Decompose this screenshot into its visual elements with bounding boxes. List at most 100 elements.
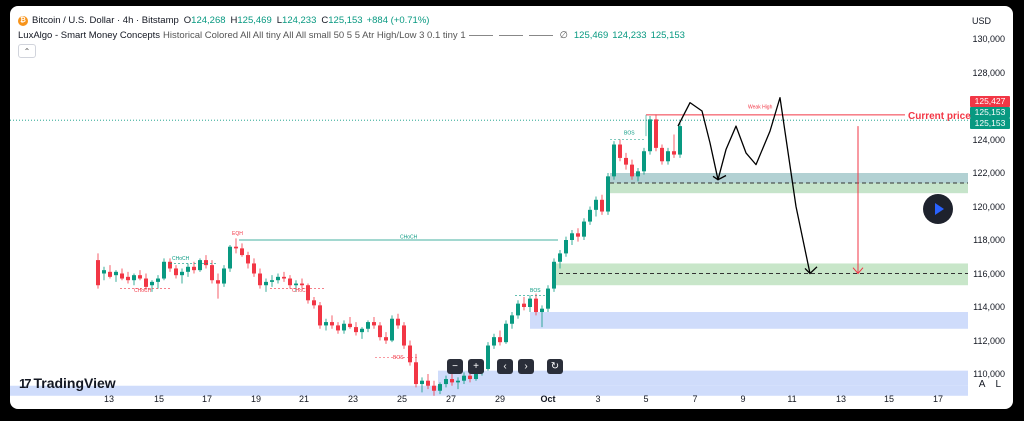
candle-body bbox=[510, 315, 514, 324]
time-axis-label: 15 bbox=[153, 394, 165, 404]
time-axis-label: 25 bbox=[396, 394, 408, 404]
structure-label: BOS bbox=[624, 130, 635, 136]
candle-body bbox=[654, 119, 658, 148]
price-axis-label: 122,000 bbox=[972, 168, 1005, 178]
candle-body bbox=[234, 246, 238, 249]
close-value: 125,153 bbox=[328, 15, 363, 26]
order-block-zone bbox=[438, 370, 968, 386]
low-value: 124,233 bbox=[282, 15, 317, 26]
candle-body bbox=[414, 362, 418, 385]
candle-body bbox=[594, 199, 598, 210]
collapse-legend-button[interactable]: ⌃ bbox=[18, 44, 36, 58]
structure-label: CHoCH bbox=[172, 256, 190, 262]
time-axis-label: 27 bbox=[445, 394, 457, 404]
auto-scale-toggle[interactable]: A bbox=[978, 379, 986, 390]
tradingview-logo[interactable]: 17 TradingView bbox=[19, 375, 116, 391]
candle-body bbox=[96, 260, 100, 286]
candle-body bbox=[660, 147, 664, 162]
time-axis-label: 7 bbox=[692, 394, 698, 404]
zoom-in-button[interactable]: + bbox=[468, 359, 484, 374]
candle-body bbox=[342, 323, 346, 331]
log-scale-toggle[interactable]: L bbox=[995, 379, 1001, 390]
play-icon bbox=[935, 203, 944, 215]
price-axis-label: 114,000 bbox=[973, 302, 1005, 312]
candle-body bbox=[228, 246, 232, 269]
arrow-head-icon bbox=[852, 267, 864, 275]
candle-body bbox=[198, 260, 202, 271]
candle-body bbox=[492, 337, 496, 346]
candle-body bbox=[636, 171, 640, 177]
candle-body bbox=[240, 248, 244, 256]
candle-body bbox=[270, 280, 274, 282]
line-style-icon bbox=[468, 35, 493, 36]
candle-body bbox=[468, 375, 472, 380]
candle-body bbox=[348, 323, 352, 328]
tradingview-wordmark: TradingView bbox=[33, 375, 116, 391]
candle-body bbox=[192, 266, 196, 271]
price-chart[interactable]: CHoCH CHoCH CHoCH CHoCH EQH BOS BOS BOS Weak Hig… bbox=[10, 6, 1013, 409]
candle-body bbox=[552, 261, 556, 289]
symbol-row: ₿ Bitcoin / U.S. Dollar · 4h · Bitstamp … bbox=[18, 13, 685, 28]
candle-body bbox=[126, 276, 130, 281]
price-tag-close: 125,153 bbox=[970, 118, 1010, 129]
candle-body bbox=[474, 372, 478, 380]
time-axis-label: 5 bbox=[643, 394, 649, 404]
candle-body bbox=[264, 281, 268, 286]
price-axis-label: 120,000 bbox=[972, 201, 1005, 212]
time-axis-label: 19 bbox=[250, 394, 262, 404]
time-axis-label: 13 bbox=[103, 394, 115, 404]
time-axis-label: 17 bbox=[932, 394, 944, 404]
indicator-params: Historical Colored All All tiny All All … bbox=[163, 30, 466, 41]
tradingview-mark-icon: 17 bbox=[19, 375, 32, 391]
current-price-label: Current price bbox=[908, 111, 971, 122]
arrow-head-icon bbox=[712, 174, 727, 181]
candle-body bbox=[438, 384, 442, 391]
time-axis-label: 9 bbox=[740, 394, 746, 404]
candle-body bbox=[246, 255, 250, 264]
price-axis-label: 128,000 bbox=[972, 67, 1005, 78]
indicator-name[interactable]: LuxAlgo - Smart Money Concepts bbox=[18, 30, 161, 41]
candle-body bbox=[324, 322, 328, 326]
candle-body bbox=[408, 345, 412, 363]
replay-play-button[interactable] bbox=[923, 194, 953, 224]
arrow-head-icon bbox=[804, 266, 818, 275]
candle-body bbox=[642, 151, 646, 172]
candle-body bbox=[396, 318, 400, 326]
candle-body bbox=[108, 271, 112, 277]
candle-body bbox=[672, 151, 676, 155]
candle-body bbox=[384, 337, 388, 341]
order-block-zone bbox=[10, 385, 968, 396]
candle-body bbox=[132, 275, 136, 281]
time-axis[interactable]: 13 15 17 19 21 23 25 27 29 Oct 3 5 7 9 11 13 15 17 bbox=[10, 394, 970, 408]
candle-body bbox=[486, 345, 490, 369]
chart-legend: ₿ Bitcoin / U.S. Dollar · 4h · Bitstamp … bbox=[18, 13, 685, 43]
reset-chart-button[interactable]: ↻ bbox=[547, 359, 563, 374]
open-value: 124,268 bbox=[191, 15, 226, 26]
scroll-left-button[interactable]: ‹ bbox=[497, 359, 513, 374]
candle-body bbox=[204, 260, 208, 266]
structure-label: BOS bbox=[530, 288, 541, 294]
price-axis-label: 124,000 bbox=[972, 134, 1005, 145]
high-label: H bbox=[230, 15, 238, 26]
chart-controls: − + ‹ › ↻ bbox=[447, 359, 563, 374]
candle-body bbox=[222, 268, 226, 284]
price-axis-label: 118,000 bbox=[973, 235, 1005, 245]
candle-body bbox=[186, 266, 190, 272]
scroll-right-button[interactable]: › bbox=[518, 359, 534, 374]
structure-label: CHoCH bbox=[292, 288, 310, 294]
candle-body bbox=[588, 209, 592, 222]
zoom-out-button[interactable]: − bbox=[447, 359, 463, 374]
candle-body bbox=[564, 240, 568, 254]
candle-body bbox=[288, 278, 292, 286]
symbol-title[interactable]: Bitcoin / U.S. Dollar · 4h · Bitstamp bbox=[32, 15, 179, 26]
candle-body bbox=[378, 325, 382, 338]
candle-body bbox=[162, 261, 166, 279]
time-axis-label: 29 bbox=[494, 394, 506, 404]
time-axis-label: 15 bbox=[883, 394, 895, 404]
candle-body bbox=[522, 303, 526, 307]
price-axis-label: 116,000 bbox=[973, 268, 1005, 279]
candle-body bbox=[312, 300, 316, 306]
currency-label[interactable]: USD bbox=[971, 16, 991, 26]
indicator-row: LuxAlgo - Smart Money Concepts Historica… bbox=[18, 28, 685, 43]
candle-body bbox=[540, 308, 544, 313]
